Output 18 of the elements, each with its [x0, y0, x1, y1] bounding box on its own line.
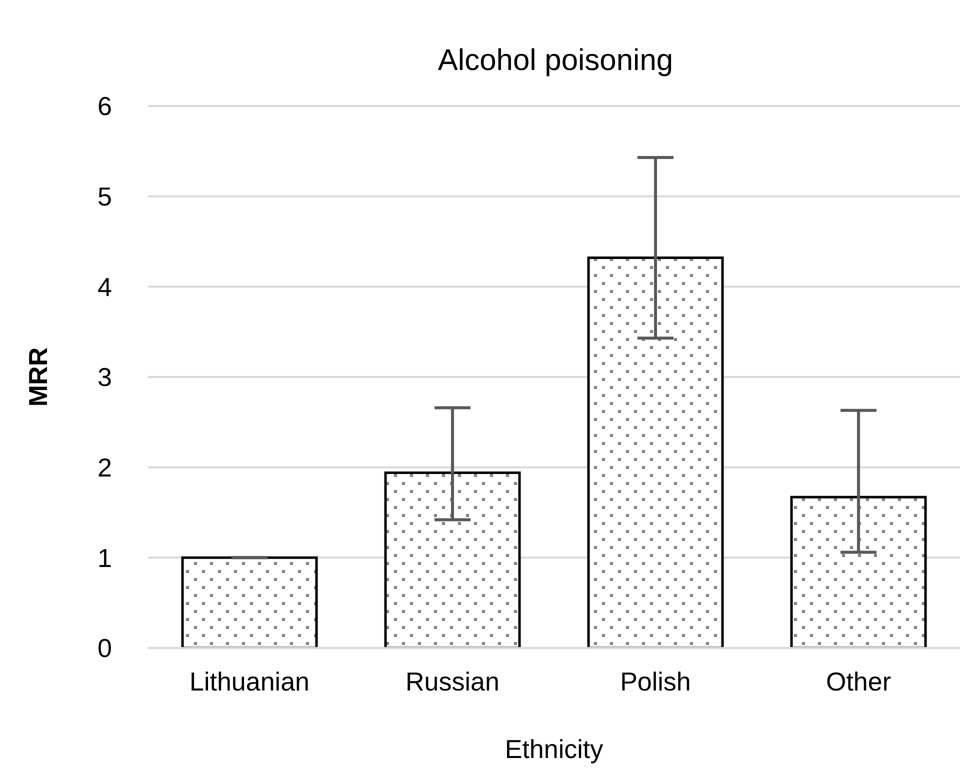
y-tick-label: 3	[98, 362, 112, 392]
y-tick-label: 2	[98, 452, 112, 483]
y-tick-label: 4	[98, 272, 112, 302]
y-tick-label: 5	[98, 182, 112, 212]
y-tick-label: 1	[98, 542, 112, 573]
x-tick-label: Russian	[406, 666, 500, 696]
x-tick-label: Polish	[620, 666, 691, 696]
bar	[790, 496, 927, 648]
y-tick-label: 6	[98, 91, 112, 122]
y-axis-title: MRR	[23, 347, 54, 407]
bar	[587, 256, 724, 648]
bar	[384, 472, 521, 648]
chart-title: Alcohol poisoning	[436, 44, 674, 78]
x-tick-label: Other	[826, 666, 892, 696]
bar	[181, 556, 318, 648]
x-tick-label: Lithuanian	[190, 666, 310, 696]
x-axis-title: Ethnicity	[504, 734, 604, 764]
y-tick-label: 0	[98, 633, 112, 664]
